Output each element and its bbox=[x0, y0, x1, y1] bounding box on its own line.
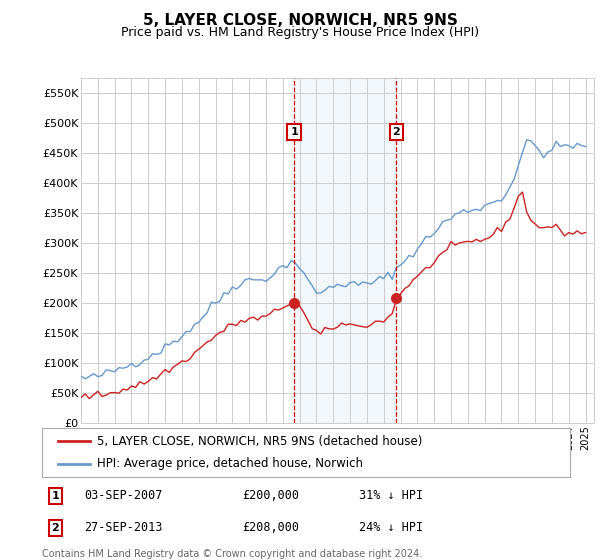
Text: Contains HM Land Registry data © Crown copyright and database right 2024.
This d: Contains HM Land Registry data © Crown c… bbox=[42, 549, 422, 560]
Text: 1: 1 bbox=[52, 491, 59, 501]
Text: 5, LAYER CLOSE, NORWICH, NR5 9NS: 5, LAYER CLOSE, NORWICH, NR5 9NS bbox=[143, 13, 457, 29]
Text: 24% ↓ HPI: 24% ↓ HPI bbox=[359, 521, 423, 534]
Text: 03-SEP-2007: 03-SEP-2007 bbox=[84, 489, 163, 502]
Text: Price paid vs. HM Land Registry's House Price Index (HPI): Price paid vs. HM Land Registry's House … bbox=[121, 26, 479, 39]
Text: 5, LAYER CLOSE, NORWICH, NR5 9NS (detached house): 5, LAYER CLOSE, NORWICH, NR5 9NS (detach… bbox=[97, 435, 423, 447]
Text: £200,000: £200,000 bbox=[242, 489, 299, 502]
Text: 31% ↓ HPI: 31% ↓ HPI bbox=[359, 489, 423, 502]
Text: 1: 1 bbox=[290, 127, 298, 137]
Text: HPI: Average price, detached house, Norwich: HPI: Average price, detached house, Norw… bbox=[97, 458, 364, 470]
Bar bbox=[294, 78, 396, 423]
Text: 27-SEP-2013: 27-SEP-2013 bbox=[84, 521, 163, 534]
Text: £208,000: £208,000 bbox=[242, 521, 299, 534]
Text: 2: 2 bbox=[392, 127, 400, 137]
Text: 2: 2 bbox=[52, 523, 59, 533]
